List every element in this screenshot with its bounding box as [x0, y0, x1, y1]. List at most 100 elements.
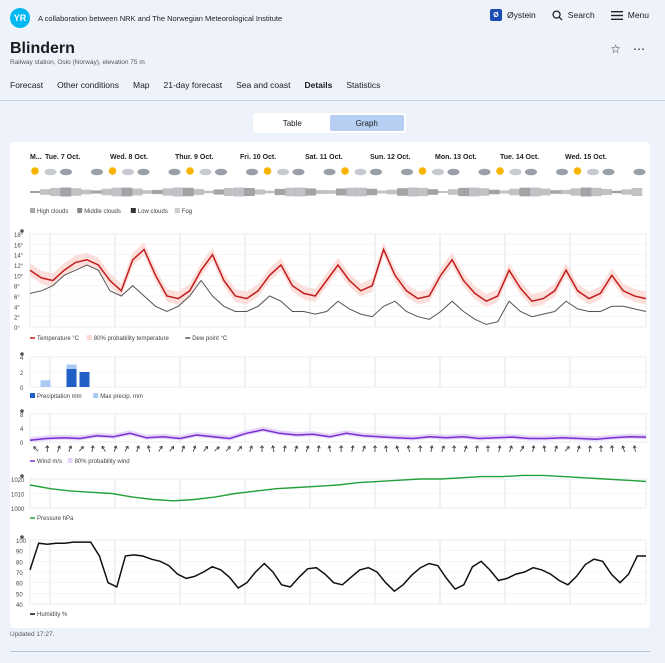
cloud-coverage-bar	[254, 189, 265, 195]
wind-arrow-shaft	[249, 446, 253, 452]
humidity-tick: 50	[16, 592, 23, 598]
wind-arrow-icon	[327, 445, 332, 453]
cloud-coverage-bar	[121, 187, 133, 197]
wind-arrow-head	[216, 446, 220, 450]
wind-arrow-icon	[610, 445, 614, 453]
temperature-tick: 14°	[14, 254, 24, 260]
wind-arrow-icon	[554, 445, 559, 452]
wind-arrow-head	[554, 445, 559, 449]
cloud-icon	[215, 168, 227, 176]
pressure-icon	[20, 474, 24, 478]
cloud-coverage-bar	[305, 188, 316, 196]
wind-legend-item-0: Wind m/s	[37, 459, 62, 465]
top-right-actions: Ø Øystein Search Menu	[489, 9, 649, 21]
tab-map[interactable]: Map	[132, 80, 150, 90]
cloud-legend-item-3: Fog	[182, 209, 192, 215]
search-button[interactable]: Search	[552, 9, 595, 21]
yr-logo[interactable]: YR	[10, 8, 30, 28]
table-toggle-button[interactable]: Table	[282, 118, 302, 128]
temperature-line	[29, 247, 647, 303]
cloud-coverage-bar	[529, 187, 541, 197]
humidity-tick: 70	[16, 571, 23, 577]
wind-arrow-icon	[101, 445, 106, 452]
wind-arrow-shaft	[33, 446, 39, 452]
graph-toggle-button[interactable]: Graph	[329, 115, 404, 131]
wind-arrow-head	[192, 445, 197, 449]
tab-statistics[interactable]: Statistics	[346, 80, 381, 90]
wind-arrow-head	[588, 445, 592, 449]
cloud-legend-item-1: Middle clouds	[84, 209, 121, 215]
cloud-icon	[432, 168, 444, 176]
wind-arrow-head	[159, 445, 163, 449]
menu-button[interactable]: Menu	[610, 10, 649, 20]
cloud-coverage-bar	[70, 188, 82, 196]
more-icon[interactable]: ⋯	[633, 42, 645, 56]
dew-point-line	[29, 264, 647, 325]
wind-arrow-shaft	[588, 445, 591, 453]
humidity-tick: 60	[16, 582, 23, 588]
wind-arrow-head	[238, 446, 242, 450]
cloud-icon	[633, 168, 646, 176]
tab-21-day[interactable]: 21-day forecast	[163, 80, 223, 90]
wind-arrow-head	[113, 445, 118, 449]
wind-arrow-icon	[249, 445, 253, 452]
cloud-coverage-bar	[417, 187, 429, 197]
cloud-coverage-bar	[376, 190, 388, 194]
wind-arrow-head	[531, 445, 536, 449]
wind-arrow-head	[452, 445, 457, 449]
wind-arrow-shaft	[169, 446, 174, 452]
cloud-icon	[199, 168, 212, 176]
cloud-icon	[556, 168, 568, 176]
day-header: Wed. 15 Oct.	[565, 154, 607, 161]
sun-icon	[186, 167, 194, 175]
sun-icon	[263, 167, 272, 175]
cloud-coverage-bar	[30, 191, 41, 193]
forecast-graph: M... Tue. 7 Oct. Wed. 8 Oct. Thur. 9 Oct. Fr…	[11, 154, 647, 618]
location-actions: ☆ ⋯	[610, 42, 645, 56]
precipitation-legend-swatch	[93, 393, 99, 398]
wind-arrow-head	[294, 445, 299, 449]
wind-arrow-shaft	[475, 445, 478, 453]
cloud-coverage-bar	[193, 188, 204, 196]
cloud-coverage-bar	[519, 187, 531, 197]
menu-label: Menu	[627, 10, 649, 20]
location-subtitle: Railway station, Oslo (Norway), elevatio…	[10, 59, 145, 66]
tab-details[interactable]: Details	[304, 80, 333, 90]
cloud-icon	[137, 168, 150, 176]
cloud-coverage-bar	[295, 187, 306, 197]
wind-arrow-head	[632, 445, 637, 449]
user-button[interactable]: Ø Øystein	[489, 9, 536, 21]
wind-arrow-icon	[486, 445, 490, 452]
star-icon[interactable]: ☆	[610, 42, 621, 56]
user-name: Øystein	[506, 10, 536, 20]
wind-arrow-head	[475, 445, 479, 449]
wind-arrow-icon	[237, 446, 242, 452]
cloud-coverage-bar	[91, 190, 102, 194]
precipitation-tick: 4	[20, 356, 24, 362]
wind-arrow-head	[90, 445, 95, 449]
wind-arrow-icon	[406, 445, 411, 453]
temperature-tick: 0°	[14, 326, 20, 332]
tab-forecast[interactable]: Forecast	[10, 80, 44, 90]
wind-arrow-shaft	[225, 446, 231, 452]
day-header: Thur. 9 Oct.	[175, 154, 214, 161]
wind-arrow-head	[101, 445, 105, 449]
wind-arrow-head	[260, 445, 264, 449]
cloud-coverage-bar	[234, 187, 245, 197]
tab-sea-coast[interactable]: Sea and coast	[236, 80, 291, 90]
wind-arrow-icon	[169, 446, 175, 452]
wind-arrow-head	[384, 445, 388, 449]
moon-icon	[234, 167, 239, 175]
cloud-icon	[478, 168, 491, 176]
tab-other-conditions[interactable]: Other conditions	[57, 80, 119, 90]
cloud-coverage-bar	[315, 189, 327, 195]
wind-tick: 8	[20, 413, 24, 419]
wind-arrow-shaft	[396, 446, 400, 452]
cloud-coverage-bar	[407, 187, 418, 197]
wind-arrow-head	[577, 445, 581, 449]
wind-arrow-icon	[146, 445, 151, 453]
cloud-coverage-bar	[580, 187, 592, 197]
temperature-legend-swatch	[86, 335, 92, 340]
wind-arrow-head	[68, 445, 73, 449]
temperature-legend-item-1: 80% probability temperature	[94, 336, 170, 342]
